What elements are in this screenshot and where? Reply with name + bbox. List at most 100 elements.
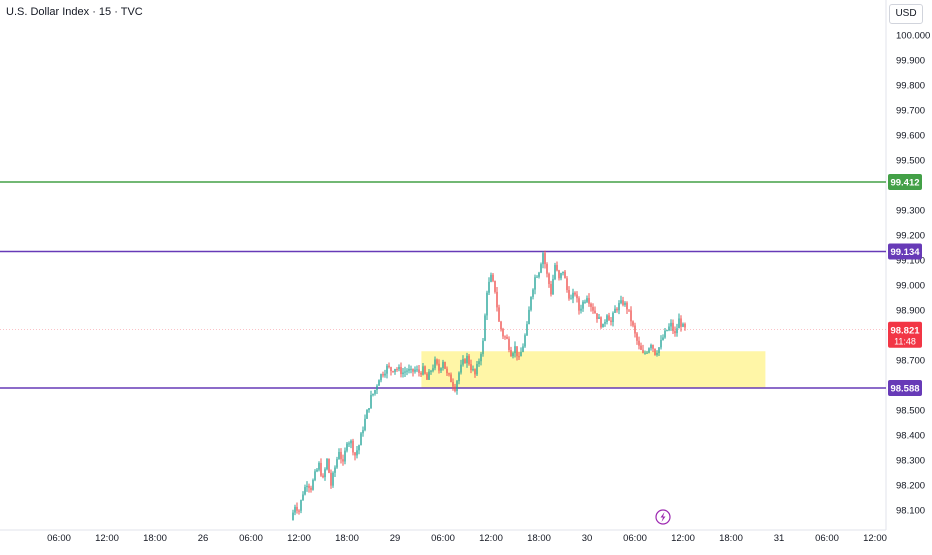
candle-body: [516, 346, 518, 357]
candle-body: [404, 371, 406, 373]
candle-body: [640, 345, 642, 350]
candle-body: [450, 374, 452, 383]
candle-body: [378, 380, 380, 386]
candle-body: [460, 364, 462, 373]
candle-body: [504, 336, 506, 338]
candle-body: [482, 340, 484, 355]
candle-body: [594, 310, 596, 314]
indicator-icon-group[interactable]: [655, 509, 671, 525]
time-axis[interactable]: 06:00 12:00 18:00 26 06:00 12:00 18:00 29 06:00 1…: [47, 533, 887, 544]
candle-body: [552, 279, 554, 295]
level-price-tag: [888, 174, 922, 190]
candle-body: [464, 359, 466, 364]
price-tick-label: 99.800: [896, 81, 925, 92]
time-tick-label: 30: [582, 533, 593, 544]
candle-body: [386, 365, 388, 374]
candle-body: [566, 278, 568, 291]
candle-body: [468, 355, 470, 365]
currency-button[interactable]: USD: [889, 4, 923, 24]
price-tick-label: 98.500: [896, 406, 925, 417]
time-tick-label: 29: [390, 533, 401, 544]
candle-body: [312, 479, 314, 490]
candle-body: [560, 273, 562, 279]
time-tick-label: 12:00: [671, 533, 695, 544]
candle-body: [488, 281, 490, 293]
candle-body: [490, 274, 492, 282]
candle-body: [364, 418, 366, 431]
candle-body: [610, 320, 612, 323]
time-tick-label: 18:00: [335, 533, 359, 544]
candle-body: [570, 298, 572, 300]
candle-body: [478, 361, 480, 365]
time-tick-label: 12:00: [287, 533, 311, 544]
candle-body: [444, 361, 446, 369]
candle-body: [430, 370, 432, 372]
candle-body: [648, 348, 650, 353]
candle-body: [434, 359, 436, 369]
candle-body: [360, 433, 362, 446]
candle-body: [604, 322, 606, 324]
candle-body: [326, 458, 328, 470]
candle-body: [630, 310, 632, 322]
symbol-title[interactable]: U.S. Dollar Index · 15 · TVC: [6, 6, 143, 18]
candle-body: [388, 365, 390, 368]
candle-body: [600, 317, 602, 328]
candle-body: [662, 337, 664, 340]
candle-body: [514, 346, 516, 354]
candle-body: [480, 354, 482, 362]
candle-body: [572, 292, 574, 299]
candle-body: [632, 321, 634, 326]
candle-body: [446, 368, 448, 374]
time-tick-label: 06:00: [623, 533, 647, 544]
candle-body: [426, 373, 428, 380]
candle-body: [346, 443, 348, 451]
candle-body: [574, 292, 576, 295]
price-tick-label: 100.000: [896, 31, 930, 42]
candle-body: [354, 452, 356, 456]
candle-body: [392, 371, 394, 373]
candle-body: [324, 469, 326, 478]
time-tick-label: 26: [198, 533, 209, 544]
price-tick-label: 98.200: [896, 481, 925, 492]
candle-body: [554, 265, 556, 280]
candle-body: [652, 344, 654, 349]
candle-body: [298, 510, 300, 512]
candle-body: [502, 329, 504, 337]
candle-body: [344, 450, 346, 462]
candle-body: [308, 485, 310, 488]
candle-body: [442, 361, 444, 369]
candle-body: [682, 323, 684, 327]
candle-body: [538, 272, 540, 277]
candle-body: [492, 274, 494, 281]
candle-body: [508, 338, 510, 350]
candle-body: [522, 346, 524, 352]
candle-body: [474, 369, 476, 375]
candle-body: [356, 450, 358, 456]
candle-body: [414, 369, 416, 372]
candle-body: [558, 270, 560, 279]
candle-body: [684, 323, 686, 328]
candle-body: [642, 349, 644, 353]
candle-body: [664, 330, 666, 338]
candle-body: [602, 323, 604, 328]
candle-body: [622, 300, 624, 305]
candle-body: [656, 353, 658, 355]
price-axis[interactable]: 100.000 99.900 99.800 99.700 99.600 99.500 99.…: [896, 31, 930, 517]
candle-body: [338, 451, 340, 460]
candle-body: [620, 300, 622, 304]
candle-body: [556, 265, 558, 271]
candle-body: [644, 352, 646, 354]
candle-body: [578, 298, 580, 311]
candle-body: [340, 451, 342, 460]
candle-body: [612, 312, 614, 323]
time-tick-label: 06:00: [815, 533, 839, 544]
candle-body: [336, 459, 338, 468]
candle-body: [454, 386, 456, 392]
candle-body: [608, 315, 610, 321]
candle-body: [616, 308, 618, 311]
candle-body: [384, 373, 386, 376]
time-tick-label: 18:00: [143, 533, 167, 544]
